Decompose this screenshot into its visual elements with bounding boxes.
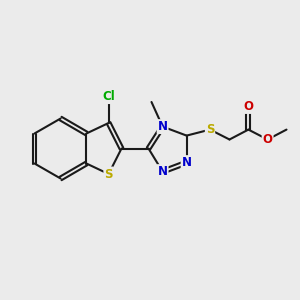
Text: N: N	[182, 156, 192, 169]
Text: N: N	[158, 165, 168, 178]
Text: S: S	[104, 167, 113, 181]
Text: Cl: Cl	[102, 90, 115, 103]
Text: S: S	[206, 123, 214, 136]
Text: N: N	[158, 120, 168, 133]
Text: O: O	[243, 100, 254, 113]
Text: O: O	[262, 133, 273, 146]
